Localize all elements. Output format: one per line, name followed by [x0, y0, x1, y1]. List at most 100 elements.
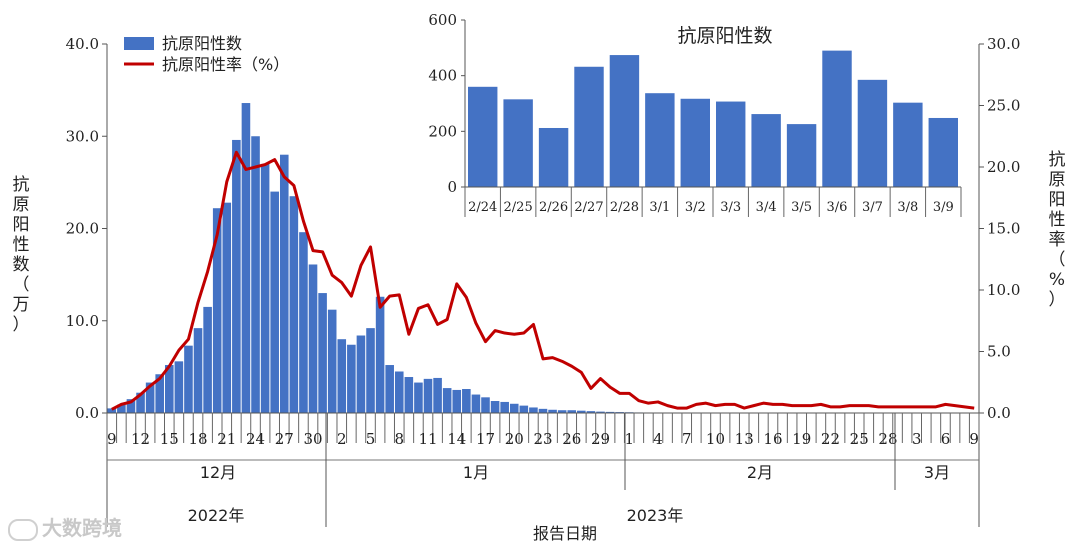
positive-count-bar [519, 405, 529, 413]
day-tick-label: 29 [591, 430, 610, 448]
left-axis-title-char: ） [13, 315, 30, 335]
inset-bar [609, 55, 640, 187]
positive-count-bar [279, 154, 289, 413]
legend-line-label: 抗原阳性率（%） [162, 55, 289, 74]
left-axis-title: 抗原阳性数（万） [13, 175, 30, 335]
day-tick-label: 9 [969, 430, 979, 448]
positive-count-bar [529, 407, 538, 413]
positive-count-bar [509, 403, 519, 413]
left-tick-label: 30.0 [66, 127, 99, 145]
positive-count-bar [136, 392, 145, 413]
right-axis-title-char: ） [1049, 290, 1066, 310]
day-tick-label: 28 [878, 430, 897, 448]
positive-count-bar [251, 136, 260, 413]
positive-count-bar [423, 378, 433, 413]
right-axis-title-char: 抗 [1049, 150, 1066, 170]
right-axis-title-char: （ [1049, 250, 1066, 270]
left-axis-title-char: 原 [13, 195, 30, 215]
inset-y-ticks: 0 200 400 600 [428, 11, 465, 196]
left-tick-label: 0.0 [75, 404, 99, 422]
day-tick-label: 19 [792, 430, 811, 448]
inset-y-tick-label: 600 [428, 11, 457, 29]
positive-count-bar [232, 139, 241, 413]
positive-count-bar [193, 328, 203, 413]
right-tick-label: 0.0 [987, 404, 1011, 422]
inset-x-ticks: 2/24 2/25 2/26 2/27 2/28 3/1 3/2 3/3 3/4 3/5 3/6 3/… [464, 187, 962, 217]
legend-bar-swatch [124, 37, 154, 50]
positive-count-bar [337, 339, 347, 413]
day-tick-label: 20 [505, 430, 524, 448]
day-tick-label: 26 [562, 430, 581, 448]
positive-count-bar [433, 377, 442, 413]
day-tick-label: 17 [476, 430, 495, 448]
positive-count-bar [222, 202, 232, 413]
left-axis-title-char: 万 [13, 295, 30, 315]
month-label-mar: 3月 [924, 463, 950, 482]
inset-y-tick-label: 400 [428, 67, 457, 85]
right-axis-title: 抗原阳性率（%） [1049, 150, 1066, 310]
right-axis-title-char: 原 [1049, 170, 1066, 190]
right-axis-title-char: 率 [1049, 230, 1066, 250]
positive-count-bar [490, 401, 500, 413]
positive-count-bar [260, 163, 270, 413]
month-label-jan: 1月 [463, 463, 489, 482]
inset-bar [468, 86, 498, 187]
positive-count-bar [586, 411, 596, 413]
positive-count-bar [117, 404, 126, 413]
positive-count-bar [126, 399, 136, 413]
day-tick-label: 5 [366, 430, 376, 448]
inset-bar [751, 114, 781, 187]
right-tick-label: 20.0 [987, 158, 1020, 176]
day-tick-label: 13 [735, 430, 754, 448]
positive-count-bar [548, 409, 557, 413]
month-label-dec: 12月 [200, 463, 236, 482]
positive-count-bar [184, 345, 193, 413]
day-tick-label: 23 [533, 430, 552, 448]
positive-count-bar [394, 371, 404, 413]
right-tick-label: 30.0 [987, 35, 1020, 53]
positive-count-bar [375, 296, 385, 413]
positive-count-bar [289, 196, 299, 413]
left-axis-title-char: （ [13, 275, 30, 295]
day-tick-label: 27 [275, 430, 294, 448]
positive-count-bar [318, 293, 327, 413]
positive-count-bar [299, 232, 308, 413]
x-day-ticks: 9 12 15 18 21 24 27 30 2 5 8 11 14 17 20 23 26 29 1 4 7 10 13 1… [106, 413, 980, 448]
inset-bar [928, 117, 958, 187]
positive-count-bar [414, 382, 423, 413]
year-label-2023: 2023年 [627, 506, 684, 525]
left-axis-title-char: 抗 [13, 175, 30, 195]
inset-x-tick-label: 2/28 [610, 200, 639, 215]
day-tick-label: 10 [706, 430, 725, 448]
day-tick-label: 7 [682, 430, 692, 448]
inset-x-tick-label: 3/5 [791, 200, 812, 215]
positive-count-bar [241, 103, 251, 413]
inset-x-tick-label: 2/24 [468, 200, 497, 215]
month-label-feb: 2月 [747, 463, 773, 482]
inset-x-tick-label: 3/8 [897, 200, 918, 215]
positive-count-bar [404, 377, 414, 413]
inset-x-tick-label: 3/1 [649, 200, 670, 215]
day-tick-label: 1 [624, 430, 634, 448]
positive-count-bar [155, 374, 164, 413]
left-tick-label: 10.0 [66, 312, 99, 330]
watermark: 大数跨境 [8, 512, 148, 542]
inset-x-tick-label: 3/3 [720, 200, 741, 215]
x-axis-title: 报告日期 [533, 524, 597, 543]
positive-count-bar [577, 410, 586, 413]
positive-count-bar [452, 389, 462, 413]
inset-bars [468, 50, 958, 188]
inset-bar [893, 102, 923, 187]
inset-x-tick-label: 2/26 [539, 200, 568, 215]
inset-y-tick-label: 200 [428, 122, 457, 140]
positive-count-bar [308, 264, 318, 413]
right-tick-label: 15.0 [987, 220, 1020, 238]
inset-x-tick-label: 3/7 [862, 200, 883, 215]
positive-count-bar [442, 388, 452, 413]
inset-bar [680, 98, 710, 187]
inset-title: 抗原阳性数 [677, 25, 772, 47]
day-tick-label: 4 [653, 430, 663, 448]
positive-count-bar [462, 389, 471, 413]
inset-x-tick-label: 2/27 [574, 200, 603, 215]
